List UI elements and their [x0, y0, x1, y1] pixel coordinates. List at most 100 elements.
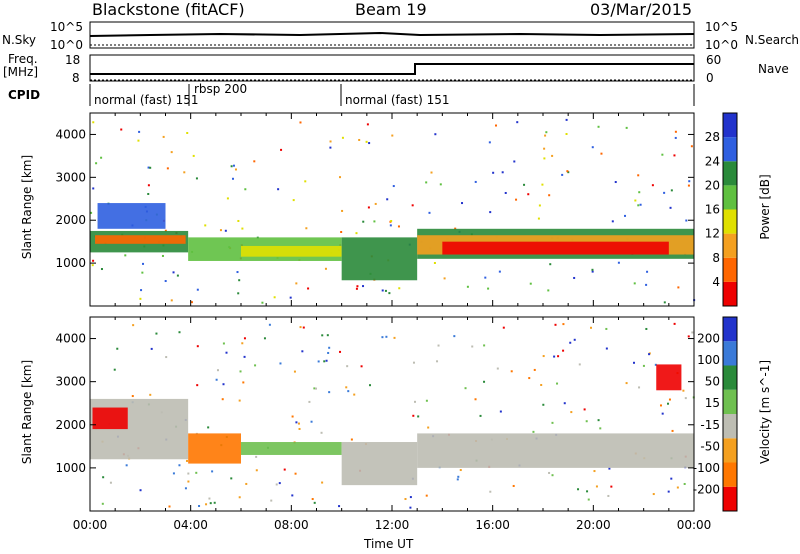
scatter-pixel [242, 381, 245, 384]
scatter-pixel [611, 220, 614, 223]
scatter-pixel [661, 412, 664, 415]
scatter-pixel [196, 384, 199, 387]
scatter-pixel [513, 160, 516, 163]
colorbar-tick-label: 20 [705, 178, 720, 192]
scatter-pixel [209, 502, 212, 505]
scatter-pixel [310, 420, 313, 423]
scatter-pixel [562, 349, 565, 352]
scatter-pixel [325, 359, 328, 362]
scatter-pixel [224, 229, 227, 232]
colorbar-tick-label: -200 [693, 482, 720, 496]
scatter-pixel [289, 296, 292, 299]
colorbar-tick-label: 8 [712, 251, 720, 265]
scatter-pixel [561, 173, 564, 176]
scatter-pixel [170, 151, 173, 154]
scatter-pixel [341, 136, 344, 139]
scatter-pixel [341, 209, 344, 212]
noise-right-tick-low: 10^0 [705, 38, 738, 52]
scatter-pixel [492, 171, 495, 174]
scatter-pixel [638, 191, 641, 194]
scatter-pixel [487, 287, 490, 290]
scatter-pixel [454, 227, 457, 230]
scatter-pixel [390, 219, 393, 222]
colorbar-segment [723, 462, 737, 487]
x-tick-label: 04:00 [173, 518, 208, 532]
colorbar-segment [723, 414, 737, 439]
scatter-pixel [663, 301, 666, 304]
scatter-pixel [339, 350, 342, 353]
scatter-pixel [648, 353, 651, 356]
scatter-pixel [528, 377, 531, 380]
scatter-pixel [313, 387, 316, 390]
scatter-pixel [474, 180, 477, 183]
scatter-pixel [684, 397, 687, 400]
y-tick-label: 2000 [55, 213, 86, 227]
colorbar-segment [723, 341, 737, 366]
scatter-pixel [161, 254, 164, 257]
scatter-pixel [183, 171, 186, 174]
scatter-pixel [381, 336, 384, 339]
scatter-pixel [676, 486, 679, 489]
x-tick-label: 00:00 [73, 518, 108, 532]
colorbar-tick-label: 12 [705, 227, 720, 241]
colorbar-tick-label: 4 [712, 275, 720, 289]
scatter-pixel [113, 368, 116, 371]
scatter-pixel [532, 430, 535, 433]
scatter-pixel [562, 323, 565, 326]
scatter-pixel [238, 279, 241, 282]
colorbar-tick-label: 28 [705, 130, 720, 144]
scatter-pixel [428, 211, 431, 214]
scatter-pixel [166, 167, 169, 170]
scatter-pixel [215, 378, 218, 381]
scatter-pixel [464, 387, 467, 390]
scatter-pixel [674, 130, 677, 133]
scatter-pixel [255, 469, 258, 472]
scatter-pixel [339, 176, 342, 179]
freq-unit-label: [MHz] [3, 65, 39, 79]
scatter-pixel [409, 496, 412, 499]
scatter-pixel [633, 282, 636, 285]
scatter-pixel [350, 438, 353, 441]
scatter-pixel [483, 380, 486, 383]
scatter-pixel [253, 160, 256, 163]
data-band [188, 433, 241, 464]
scatter-pixel [690, 145, 693, 148]
x-tick-label: 00:00 [677, 518, 712, 532]
scatter-pixel [607, 494, 610, 497]
scatter-pixel [668, 398, 671, 401]
beam-title: Beam 19 [355, 0, 427, 19]
scatter-pixel [565, 133, 568, 136]
colorbar-tick-label: 24 [705, 154, 720, 168]
scatter-pixel [278, 482, 281, 485]
scatter-pixel [425, 494, 428, 497]
scatter-pixel [362, 220, 365, 223]
scatter-pixel [391, 134, 394, 137]
scatter-pixel [139, 297, 142, 300]
scatter-pixel [459, 469, 462, 472]
scatter-pixel [192, 154, 195, 157]
scatter-pixel [427, 426, 430, 429]
colorbar-tick-label: 16 [705, 203, 720, 217]
scatter-pixel [529, 282, 532, 285]
colorbar-segment [723, 209, 737, 234]
scatter-pixel [381, 289, 384, 292]
scatter-pixel [484, 276, 487, 279]
scatter-pixel [659, 404, 662, 407]
scatter-pixel [140, 289, 143, 292]
scatter-pixel [466, 285, 469, 288]
scatter-pixel [270, 499, 273, 502]
scatter-pixel [190, 301, 193, 304]
scatter-pixel [366, 123, 369, 126]
scatter-pixel [291, 494, 294, 497]
freq-line [90, 63, 694, 75]
scatter-pixel [670, 189, 673, 192]
scatter-pixel [149, 393, 152, 396]
data-band [656, 364, 682, 391]
scatter-pixel [547, 289, 550, 292]
scatter-pixel [261, 301, 264, 304]
colorbar-segment [723, 161, 737, 186]
colorbar-segment [723, 281, 737, 306]
scatter-pixel [642, 364, 645, 367]
scatter-pixel [600, 152, 603, 155]
scatter-pixel [243, 337, 246, 340]
